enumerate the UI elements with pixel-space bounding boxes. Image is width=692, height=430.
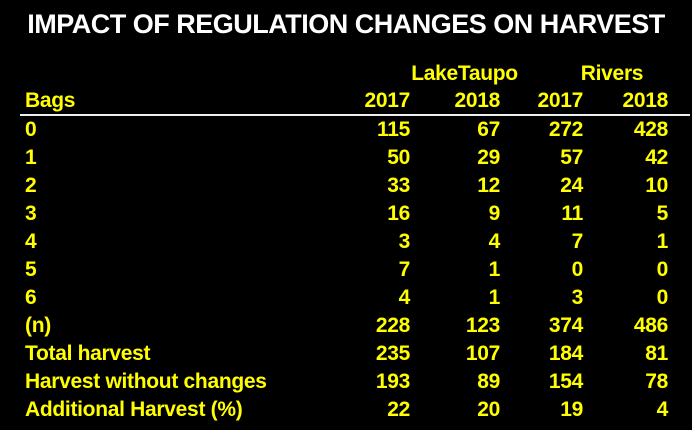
cell-value: 1 xyxy=(488,258,501,281)
slide-title: IMPACT OF REGULATION CHANGES ON HARVEST xyxy=(27,9,665,39)
table-row: Harvest without changes 193 89 154 78 xyxy=(20,368,690,396)
cell-value: 184 xyxy=(548,342,583,365)
cell-value: 81 xyxy=(645,342,668,365)
cell-value: 12 xyxy=(477,174,500,197)
table-row: 5 7 1 0 0 xyxy=(20,256,690,284)
year-header-laketaupo-2017: 2017 xyxy=(364,89,410,112)
cell-value: 22 xyxy=(387,398,410,421)
harvest-table: LakeTaupo Rivers Bags 2017 2018 2017 201… xyxy=(20,60,690,424)
cell-value: 7 xyxy=(398,258,411,281)
cell-value: 33 xyxy=(387,174,410,197)
cell-value: 50 xyxy=(387,146,410,169)
row-label: (n) xyxy=(25,314,51,337)
year-header-rivers-2018: 2018 xyxy=(622,89,668,112)
cell-value: 4 xyxy=(488,230,501,253)
cell-value: 11 xyxy=(561,202,583,225)
group-header-lake-taupo: LakeTaupo xyxy=(411,62,518,85)
cell-value: 16 xyxy=(387,202,410,225)
cell-value: 29 xyxy=(477,146,500,169)
cell-value: 123 xyxy=(465,314,500,337)
year-header-rivers-2017: 2017 xyxy=(537,89,583,112)
row-label: Additional Harvest (%) xyxy=(25,398,243,421)
group-header-spacer xyxy=(20,60,345,88)
cell-value: 228 xyxy=(375,314,410,337)
row-label: 3 xyxy=(25,202,37,225)
cell-value: 154 xyxy=(548,370,583,393)
table-row: 3 16 9 11 5 xyxy=(20,200,690,228)
cell-value: 272 xyxy=(548,118,583,141)
cell-value: 3 xyxy=(398,230,411,253)
row-label: 1 xyxy=(25,146,37,169)
cell-value: 89 xyxy=(477,370,500,393)
table-row: 2 33 12 24 10 xyxy=(20,172,690,200)
table-row: 6 4 1 3 0 xyxy=(20,284,690,312)
table-row: 1 50 29 57 42 xyxy=(20,144,690,172)
cell-value: 3 xyxy=(571,286,584,309)
row-label: 5 xyxy=(25,258,37,281)
row-label: Total harvest xyxy=(25,342,151,365)
table-row: Additional Harvest (%) 22 20 19 4 xyxy=(20,396,690,424)
cell-value: 7 xyxy=(571,230,584,253)
cell-value: 24 xyxy=(560,174,583,197)
table-row: 0 115 67 272 428 xyxy=(20,116,690,144)
cell-value: 107 xyxy=(465,342,500,365)
cell-value: 42 xyxy=(645,146,668,169)
cell-value: 4 xyxy=(656,398,669,421)
row-label: 6 xyxy=(25,286,37,309)
cell-value: 9 xyxy=(488,202,501,225)
row-label: 2 xyxy=(25,174,37,197)
cell-value: 1 xyxy=(656,230,669,253)
cell-value: 235 xyxy=(375,342,410,365)
row-label: Harvest without changes xyxy=(25,370,267,393)
cell-value: 193 xyxy=(375,370,410,393)
cell-value: 0 xyxy=(656,258,669,281)
table-body: 0 115 67 272 428 1 50 29 57 42 2 33 12 24 10 3 16 9 11 5 4 3 4… xyxy=(20,116,690,424)
table-row: 4 3 4 7 1 xyxy=(20,228,690,256)
cell-value: 57 xyxy=(560,146,583,169)
group-header-rivers: Rivers xyxy=(580,62,644,85)
cell-value: 67 xyxy=(477,118,500,141)
cell-value: 115 xyxy=(377,118,410,141)
cell-value: 4 xyxy=(398,286,411,309)
row-label: 0 xyxy=(25,118,37,141)
cell-value: 19 xyxy=(560,398,583,421)
cell-value: 0 xyxy=(656,286,669,309)
row-label: 4 xyxy=(25,230,37,253)
bags-column-header: Bags xyxy=(25,89,76,112)
cell-value: 5 xyxy=(656,202,669,225)
cell-value: 486 xyxy=(633,314,668,337)
cell-value: 78 xyxy=(645,370,668,393)
group-header-row: LakeTaupo Rivers xyxy=(20,60,690,88)
column-header-row: Bags 2017 2018 2017 2018 xyxy=(20,88,690,116)
cell-value: 10 xyxy=(645,174,668,197)
cell-value: 1 xyxy=(488,286,501,309)
cell-value: 0 xyxy=(571,258,584,281)
year-header-laketaupo-2018: 2018 xyxy=(454,89,500,112)
table-row: Total harvest 235 107 184 81 xyxy=(20,340,690,368)
cell-value: 20 xyxy=(477,398,500,421)
table-row: (n) 228 123 374 486 xyxy=(20,312,690,340)
cell-value: 374 xyxy=(548,314,583,337)
cell-value: 428 xyxy=(633,118,668,141)
